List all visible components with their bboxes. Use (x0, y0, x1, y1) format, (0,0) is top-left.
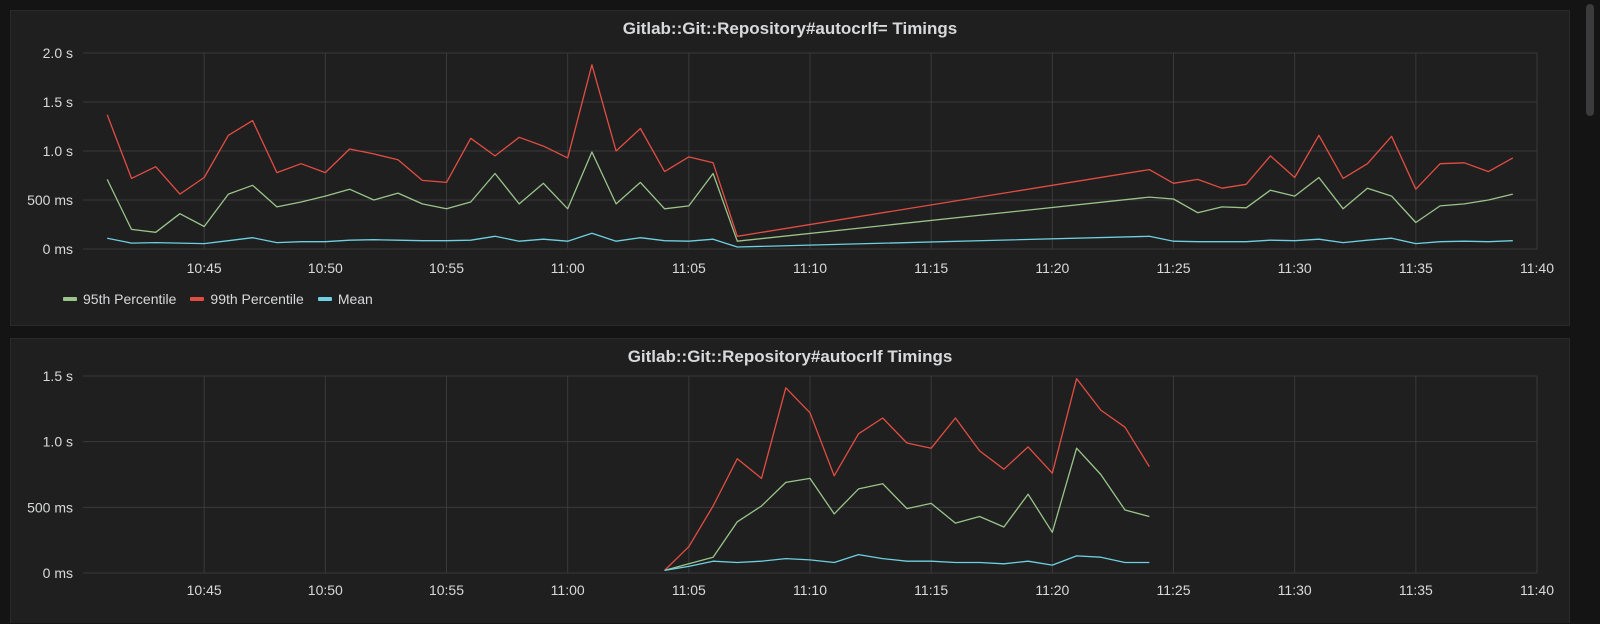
x-tick-label: 11:00 (551, 260, 585, 276)
legend: 95th Percentile 99th Percentile Mean (63, 291, 373, 307)
series-line-p95[interactable] (664, 447, 1150, 572)
legend-swatch-mean (317, 297, 332, 301)
x-tick-label: 10:55 (429, 260, 464, 276)
x-tick-label: 11:15 (914, 582, 948, 598)
x-tick-label: 11:30 (1278, 582, 1312, 598)
x-tick-label: 10:50 (308, 582, 343, 598)
legend-label-p99: 99th Percentile (210, 291, 304, 307)
series-line-p95[interactable] (106, 151, 1513, 242)
x-tick-label: 11:30 (1278, 260, 1312, 276)
chart-area: 0 ms 500 ms 1.0 s 1.5 s 2.0 s 10:45 10:50 10:55… (27, 45, 1554, 276)
x-tick-label: 11:10 (793, 260, 827, 276)
legend-label-p95: 95th Percentile (83, 291, 177, 307)
panel-title[interactable]: Gitlab::Git::Repository#autocrlf= Timing… (622, 19, 958, 38)
x-tick-label: 10:55 (429, 582, 464, 598)
y-tick-label: 1.0 s (43, 434, 73, 450)
x-tick-label: 11:20 (1035, 260, 1069, 276)
series-line-p99[interactable] (106, 64, 1514, 237)
x-tick-label: 11:25 (1157, 260, 1191, 276)
x-tick-label: 10:50 (308, 260, 343, 276)
x-tick-label: 10:45 (187, 582, 222, 598)
x-tick-label: 11:20 (1035, 582, 1069, 598)
timings-panel-autocrlf-setter: Gitlab::Git::Repository#autocrlf= Timing… (10, 10, 1570, 326)
x-tick-label: 11:40 (1520, 260, 1554, 276)
legend-label-mean: Mean (337, 291, 373, 307)
x-tick-label: 11:05 (672, 260, 706, 276)
y-tick-label: 1.5 s (43, 368, 73, 384)
y-tick-label: 500 ms (27, 192, 73, 208)
x-tick-label: 11:10 (793, 582, 827, 598)
legend-item-mean[interactable]: Mean (317, 291, 373, 307)
x-tick-label: 11:40 (1520, 582, 1554, 598)
x-tick-label: 11:05 (672, 582, 706, 598)
legend-item-p99[interactable]: 99th Percentile (190, 291, 304, 307)
y-tick-label: 1.0 s (43, 143, 73, 159)
series-line-mean[interactable] (107, 232, 1513, 248)
y-tick-label: 2.0 s (43, 45, 73, 61)
x-tick-label: 11:35 (1399, 582, 1433, 598)
series-line-p99[interactable] (664, 377, 1150, 571)
legend-item-p95[interactable]: 95th Percentile (63, 291, 176, 307)
legend-swatch-p95 (63, 297, 77, 301)
x-tick-label: 10:45 (187, 260, 222, 276)
y-tick-label: 500 ms (27, 499, 73, 515)
x-tick-label: 11:25 (1157, 582, 1191, 598)
timings-panel-autocrlf: Gitlab::Git::Repository#autocrlf Timings… (10, 338, 1570, 623)
x-tick-label: 11:35 (1399, 260, 1433, 276)
series-line-mean[interactable] (664, 553, 1150, 572)
page-scrollbar[interactable] (1578, 0, 1600, 623)
legend-swatch-p99 (190, 297, 205, 301)
x-tick-label: 11:15 (914, 260, 948, 276)
panel-title[interactable]: Gitlab::Git::Repository#autocrlf Timings (627, 347, 953, 366)
y-tick-label: 1.5 s (43, 94, 73, 110)
scrollbar-thumb[interactable] (1586, 4, 1594, 116)
grid: 0 ms 500 ms 1.0 s 1.5 s 10:45 10:50 10:55 11:00… (27, 368, 1554, 598)
y-tick-label: 0 ms (43, 241, 73, 257)
y-tick-label: 0 ms (43, 565, 73, 581)
x-tick-label: 11:00 (551, 582, 585, 598)
grid: 0 ms 500 ms 1.0 s 1.5 s 2.0 s 10:45 10:50 10:55… (27, 45, 1554, 276)
chart-area: 0 ms 500 ms 1.0 s 1.5 s 10:45 10:50 10:55 11:00… (27, 368, 1554, 598)
